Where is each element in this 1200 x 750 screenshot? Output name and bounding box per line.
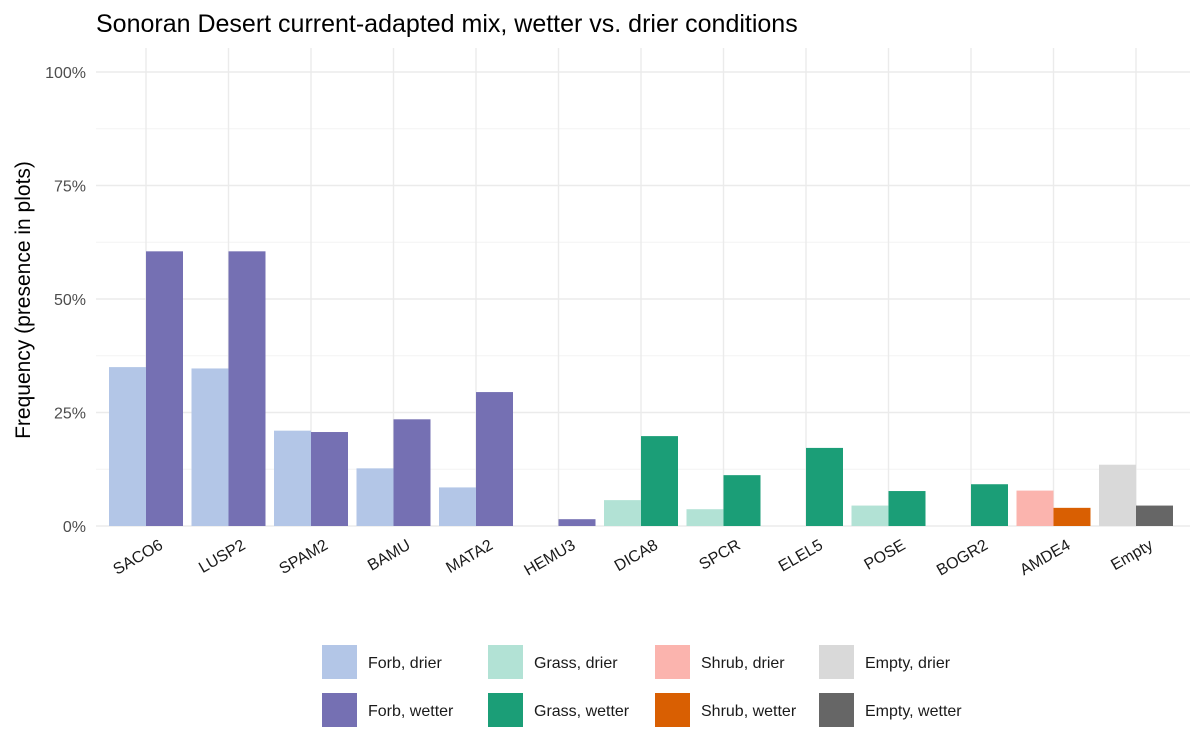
- legend-label: Shrub, wetter: [701, 703, 797, 720]
- x-tick-label: SPAM2: [277, 537, 332, 578]
- legend-label: Empty, wetter: [865, 703, 962, 720]
- legend-swatch: [655, 645, 690, 679]
- legend-swatch: [488, 693, 523, 727]
- bar-drier-pose: [851, 505, 889, 526]
- y-tick-label: 25%: [54, 406, 86, 423]
- bar-wetter-amde4: [1053, 507, 1091, 526]
- bar-wetter-saco6: [146, 251, 183, 526]
- y-axis-ticks: 0% 25% 50% 75% 100%: [45, 65, 86, 536]
- bar-drier-empty: [1099, 464, 1136, 526]
- bar-drier-bamu: [356, 468, 394, 526]
- x-tick-label: BAMU: [365, 537, 414, 575]
- x-tick-label: Empty: [1108, 537, 1156, 574]
- legend-swatch: [655, 693, 690, 727]
- y-tick-label: 100%: [45, 65, 86, 82]
- bar-wetter-elel5: [806, 447, 843, 526]
- legend-swatch: [488, 645, 523, 679]
- bar-drier-mata2: [439, 487, 476, 526]
- legend-label: Empty, drier: [865, 655, 951, 672]
- legend-label: Forb, drier: [368, 655, 442, 672]
- x-tick-label: MATA2: [443, 537, 496, 577]
- legend-item: Shrub, wetter: [655, 693, 797, 727]
- x-tick-label: POSE: [861, 537, 908, 574]
- x-axis-ticks: SACO6 LUSP2 SPAM2 BAMU MATA2 HEMU3 DICA8 SPCR EL…: [111, 537, 1156, 580]
- x-tick-label: SPCR: [697, 537, 744, 574]
- legend: Forb, drier Forb, wetter Grass, drier Grass…: [322, 645, 962, 727]
- legend-item: Forb, drier: [322, 645, 442, 679]
- bar-drier-saco6: [109, 367, 146, 526]
- bar-wetter-lusp2: [228, 251, 266, 526]
- legend-label: Grass, drier: [534, 655, 618, 672]
- legend-label: Shrub, drier: [701, 655, 785, 672]
- legend-label: Forb, wetter: [368, 703, 454, 720]
- y-tick-label: 0%: [63, 519, 86, 536]
- bar-drier-lusp2: [191, 368, 229, 526]
- x-tick-label: HEMU3: [521, 537, 578, 580]
- x-tick-label: BOGR2: [934, 537, 991, 580]
- legend-item: Grass, drier: [488, 645, 618, 679]
- bar-wetter-bogr2: [971, 484, 1008, 526]
- bar-wetter-dica8: [641, 436, 678, 526]
- y-axis-label: Frequency (presence in plots): [12, 161, 35, 439]
- x-tick-label: SACO6: [111, 537, 167, 579]
- x-tick-label: DICA8: [612, 537, 661, 575]
- legend-item: Grass, wetter: [488, 693, 630, 727]
- chart-title: Sonoran Desert current-adapted mix, wett…: [96, 10, 798, 38]
- bars: [109, 251, 1173, 526]
- legend-item: Shrub, drier: [655, 645, 785, 679]
- legend-label: Grass, wetter: [534, 703, 630, 720]
- bar-drier-spcr: [686, 509, 724, 526]
- legend-item: Empty, drier: [819, 645, 951, 679]
- bar-drier-spam2: [274, 430, 311, 526]
- x-tick-label: LUSP2: [196, 537, 248, 577]
- y-tick-label: 75%: [54, 179, 86, 196]
- legend-swatch: [322, 693, 357, 727]
- bar-wetter-mata2: [476, 392, 513, 526]
- bar-wetter-spam2: [311, 432, 348, 526]
- x-tick-label: ELEL5: [776, 537, 826, 576]
- x-tick-label: AMDE4: [1017, 537, 1073, 579]
- bar-wetter-pose: [888, 491, 926, 526]
- bar-wetter-spcr: [723, 475, 761, 526]
- bar-wetter-hemu3: [558, 519, 596, 526]
- legend-swatch: [819, 693, 854, 727]
- legend-item: Empty, wetter: [819, 693, 962, 727]
- legend-swatch: [819, 645, 854, 679]
- legend-swatch: [322, 645, 357, 679]
- bar-drier-amde4: [1016, 490, 1054, 526]
- legend-item: Forb, wetter: [322, 693, 454, 727]
- y-tick-label: 50%: [54, 292, 86, 309]
- bar-wetter-bamu: [393, 419, 431, 526]
- bar-wetter-empty: [1136, 505, 1173, 526]
- bar-drier-dica8: [604, 500, 641, 526]
